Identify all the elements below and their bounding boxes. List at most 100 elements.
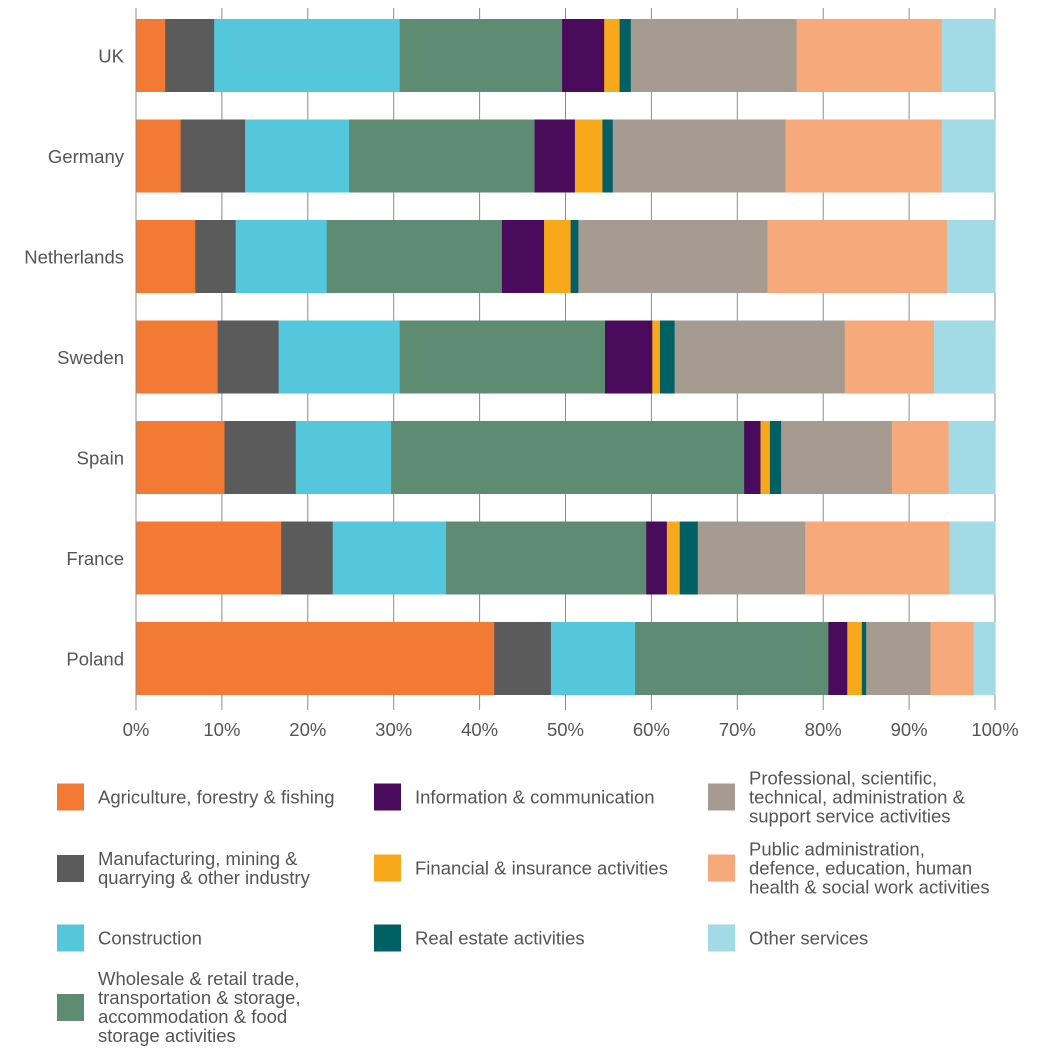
- bar-segment: [278, 320, 401, 394]
- x-tick-label: 50%: [547, 719, 584, 740]
- y-tick-label: Netherlands: [24, 247, 124, 268]
- bar-segment: [934, 320, 996, 394]
- bar-segment: [828, 622, 848, 695]
- bar-segment: [941, 119, 996, 193]
- bar-segment: [679, 521, 699, 595]
- bar-segment: [136, 19, 166, 92]
- bar-group-germany: [136, 119, 996, 193]
- bar-segment: [891, 421, 950, 494]
- bar-segment: [844, 320, 935, 394]
- legend-label-real-estate: Real estate activities: [415, 927, 585, 949]
- bar-segment: [674, 320, 846, 394]
- bar-segment: [281, 521, 334, 595]
- bar-segment: [769, 421, 782, 494]
- bar-segment: [550, 622, 636, 695]
- x-tick-label: 90%: [891, 719, 928, 740]
- bar-segment: [612, 119, 786, 193]
- bar-segment: [930, 622, 974, 695]
- legend-swatch-manufacturing: [57, 854, 84, 882]
- x-tick-label: 100%: [971, 719, 1018, 740]
- bar-segment: [785, 119, 943, 193]
- x-tick-label: 60%: [633, 719, 670, 740]
- bar-segment: [349, 119, 535, 193]
- bar-segment: [136, 119, 182, 193]
- legend-swatch-construction: [57, 924, 84, 952]
- bar-segment: [224, 421, 297, 494]
- bar-segment: [136, 220, 196, 293]
- bar-segment: [578, 220, 768, 293]
- x-axis-labels: 0% 10% 20% 30% 40% 50% 60% 70% 80% 90% 100%: [123, 719, 1019, 740]
- stacked-bar-chart: UK Germany Netherlands Sweden Spain France Pol…: [24, 8, 1019, 740]
- bar-segment: [767, 220, 948, 293]
- x-tick-label: 40%: [461, 719, 498, 740]
- legend-label-manufacturing: Manufacturing, mining & quarrying & othe…: [98, 848, 310, 888]
- bar-segment: [866, 622, 931, 695]
- bar-segment: [847, 622, 863, 695]
- x-tick-label: 20%: [289, 719, 326, 740]
- bar-segment: [494, 622, 552, 695]
- bar-segment: [562, 19, 605, 92]
- bar-segment: [399, 19, 563, 92]
- bar-segment: [666, 521, 681, 595]
- bar-segment: [180, 119, 246, 193]
- legend-label-agriculture: Agriculture, forestry & fishing: [98, 786, 335, 808]
- bar-segment: [391, 421, 745, 494]
- bar-segment: [574, 119, 603, 193]
- bar-segment: [861, 622, 867, 695]
- y-tick-label: Poland: [66, 649, 124, 670]
- x-tick-label: 10%: [203, 719, 240, 740]
- legend-item-information: Information & communication: [374, 783, 655, 811]
- bar-segment: [235, 220, 328, 293]
- x-tick-label: 80%: [805, 719, 842, 740]
- bar-segment: [136, 622, 495, 695]
- bar-segment: [619, 19, 632, 92]
- bar-segment: [570, 220, 579, 293]
- bar-segment: [544, 220, 572, 293]
- bar-segment: [948, 421, 996, 494]
- bar-segment: [973, 622, 996, 695]
- bar-segment: [805, 521, 950, 595]
- bar-segment: [652, 320, 661, 394]
- legend-swatch-financial: [374, 854, 401, 882]
- x-tick-label: 0%: [123, 719, 150, 740]
- legend-label-public-admin: Public administration, defence, educatio…: [749, 838, 990, 898]
- legend-item-agriculture: Agriculture, forestry & fishing: [57, 783, 335, 811]
- legend-swatch-information: [374, 783, 401, 811]
- x-tick-label: 70%: [719, 719, 756, 740]
- bar-segment: [941, 19, 996, 92]
- bar-group-poland: [136, 622, 996, 695]
- legend-item-professional: Professional, scientific, technical, adm…: [708, 769, 965, 826]
- bar-segment: [217, 320, 279, 394]
- legend-swatch-public-admin: [708, 854, 735, 882]
- bar-segment: [136, 320, 219, 394]
- bar-segment: [635, 622, 829, 695]
- legend-item-other-services: Other services: [708, 924, 869, 952]
- bar-segment: [399, 320, 606, 394]
- legend-swatch-professional: [708, 783, 735, 811]
- bar-group-france: [136, 521, 996, 595]
- legend-item-financial: Financial & insurance activities: [374, 854, 668, 882]
- bar-segment: [165, 19, 215, 92]
- y-tick-label: UK: [98, 46, 124, 67]
- y-axis-labels: UK Germany Netherlands Sweden Spain France Pol…: [24, 46, 125, 670]
- bar-segment: [796, 19, 943, 92]
- bar-segment: [697, 521, 806, 595]
- legend-item-real-estate: Real estate activities: [374, 924, 585, 952]
- bar-segment: [136, 521, 282, 595]
- bar-segment: [604, 19, 621, 92]
- legend-label-other-services: Other services: [749, 927, 869, 949]
- bar-segment: [760, 421, 771, 494]
- bar-segment: [744, 421, 761, 494]
- bar-segment: [630, 19, 797, 92]
- legend-label-professional: Professional, scientific, technical, adm…: [749, 767, 965, 827]
- bar-segment: [295, 421, 392, 494]
- x-tick-label: 30%: [375, 719, 412, 740]
- bar-segment: [534, 119, 576, 193]
- bar-segment: [136, 421, 225, 494]
- bar-segment: [949, 521, 996, 595]
- bars: [136, 19, 996, 695]
- bar-group-spain: [136, 421, 996, 494]
- bar-segment: [245, 119, 350, 193]
- legend-item-public-admin: Public administration, defence, educatio…: [708, 840, 990, 897]
- y-tick-label: France: [66, 548, 124, 569]
